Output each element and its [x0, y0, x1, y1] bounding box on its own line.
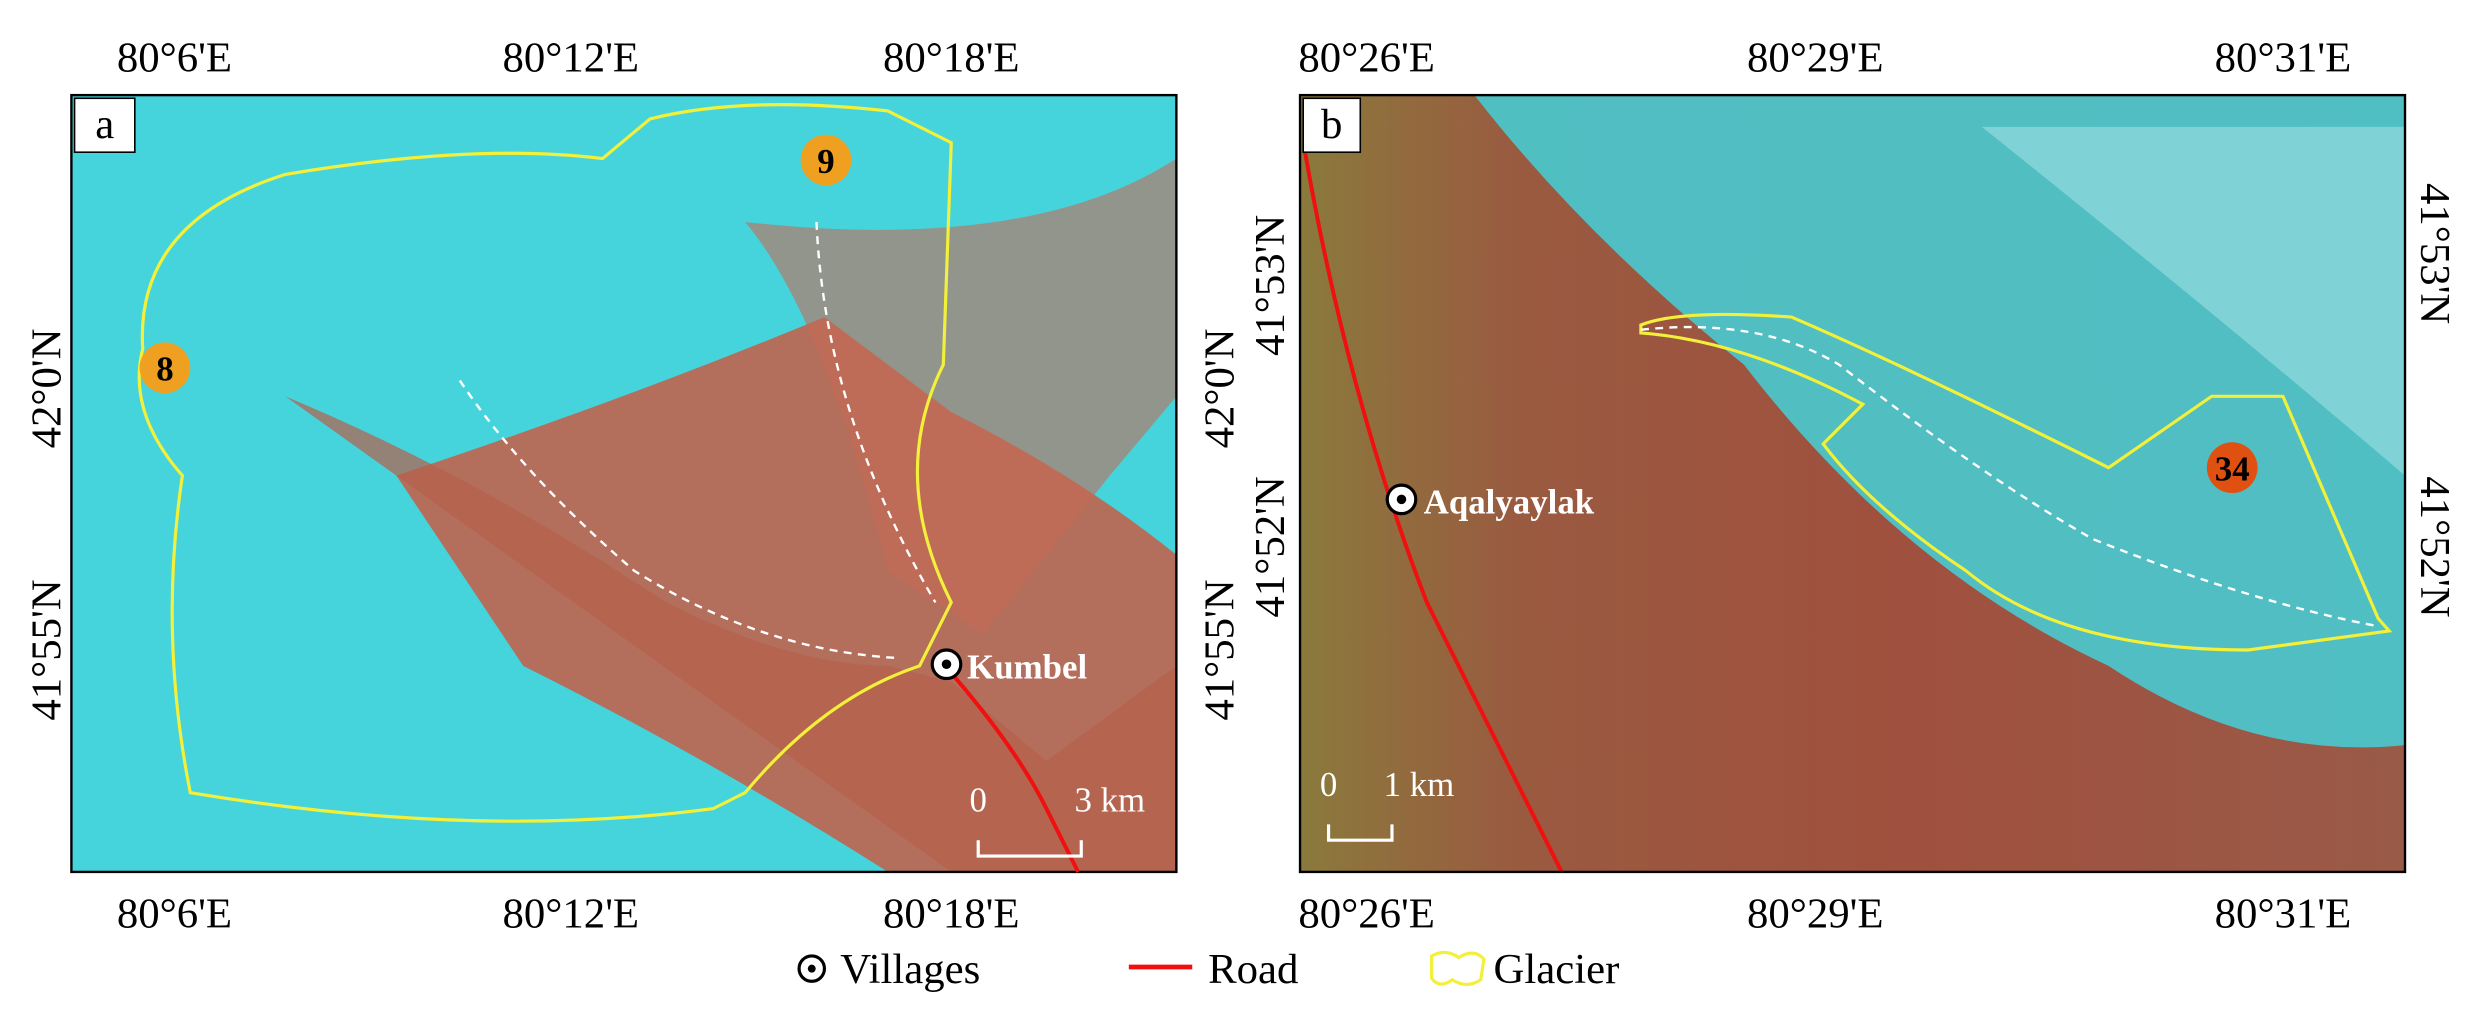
panel-label: a: [95, 101, 114, 148]
legend-label: Villages: [840, 946, 980, 993]
top-tick-label: 80°6'E: [117, 34, 232, 81]
right-tick-label: 41°52'N: [2411, 476, 2458, 617]
top-tick-label: 80°12'E: [503, 34, 640, 81]
bottom-tick-label: 80°18'E: [883, 890, 1020, 937]
left-tick-label: 41°52'N: [1247, 476, 1294, 617]
right-tick-label: 42°0'N: [1196, 328, 1243, 448]
scale-label: 0: [969, 781, 986, 820]
scale-label: 1 km: [1384, 765, 1455, 804]
legend-label: Road: [1208, 946, 1298, 993]
village-label: Aqalyaylak: [1424, 483, 1595, 522]
glacier-marker: 8: [156, 349, 173, 388]
legend-label: Glacier: [1493, 946, 1619, 993]
bottom-tick-label: 80°29'E: [1747, 890, 1884, 937]
panel-label: b: [1321, 101, 1342, 148]
bottom-tick-label: 80°12'E: [503, 890, 640, 937]
top-tick-label: 80°31'E: [2215, 34, 2352, 81]
top-tick-label: 80°26'E: [1298, 34, 1435, 81]
bottom-tick-label: 80°6'E: [117, 890, 232, 937]
village-label: Kumbel: [967, 648, 1087, 687]
scale-label: 3 km: [1074, 781, 1145, 820]
scale-label: 0: [1320, 765, 1337, 804]
legend: Villages Road Glacier: [797, 946, 1619, 993]
left-tick-label: 41°55'N: [23, 579, 70, 720]
left-tick-label: 41°53'N: [1247, 215, 1294, 356]
left-tick-label: 42°0'N: [23, 328, 70, 448]
map-a: a 9 8 Kumbel 0 3 km: [70, 93, 1178, 874]
right-tick-label: 41°53'N: [2411, 183, 2458, 324]
glacier-marker: 9: [817, 142, 834, 181]
bottom-tick-label: 80°26'E: [1298, 890, 1435, 937]
top-tick-label: 80°18'E: [883, 34, 1020, 81]
glacier-marker: 34: [2215, 449, 2250, 488]
map-b: b 34 Aqalyaylak 0 1 km: [1298, 93, 2407, 874]
bottom-tick-label: 80°31'E: [2215, 890, 2352, 937]
top-tick-label: 80°29'E: [1747, 34, 1884, 81]
right-tick-label: 41°55'N: [1196, 579, 1243, 720]
